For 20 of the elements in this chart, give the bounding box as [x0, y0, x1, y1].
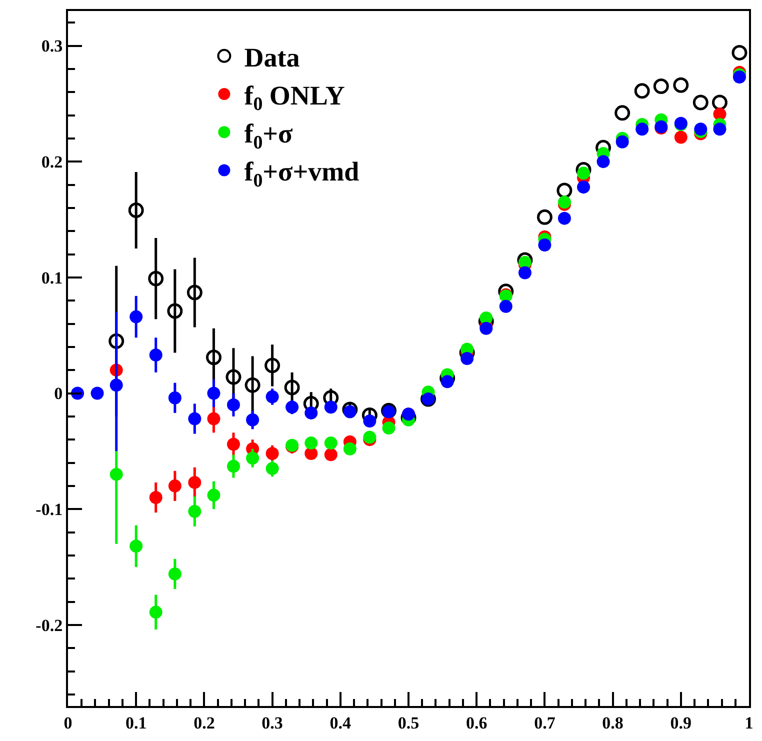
x-tick-label: 0.6 [466, 713, 488, 732]
legend-label: f$_{0}$+σ+vmd [244, 156, 360, 192]
x-tick-label: 0.9 [670, 713, 692, 732]
y-tick-label: -0.1 [36, 500, 63, 520]
x-tick-label: 0.7 [534, 713, 556, 732]
legend-label: f$_{0}$+σ [244, 118, 294, 154]
y-tick-label: 0.1 [41, 268, 63, 288]
x-tick-label: 0.1 [125, 713, 147, 732]
legend-label: Data [244, 42, 300, 72]
x-tick-label: 0.5 [398, 713, 420, 732]
x-tick-label: 0.8 [602, 713, 624, 732]
y-tick-label: -0.2 [36, 616, 63, 635]
x-tick-label: 1 [744, 713, 754, 732]
x-tick-label: 0.3 [262, 713, 283, 732]
y-tick-label: 0.3 [41, 36, 63, 56]
legend-label: f$_{0}$ ONLY [244, 80, 345, 116]
x-tick-label: 0.4 [330, 713, 352, 732]
y-tick-label: 0 [54, 384, 63, 404]
x-tick-label: 0.2 [194, 713, 215, 732]
y-tick-label: 0.2 [41, 152, 63, 172]
